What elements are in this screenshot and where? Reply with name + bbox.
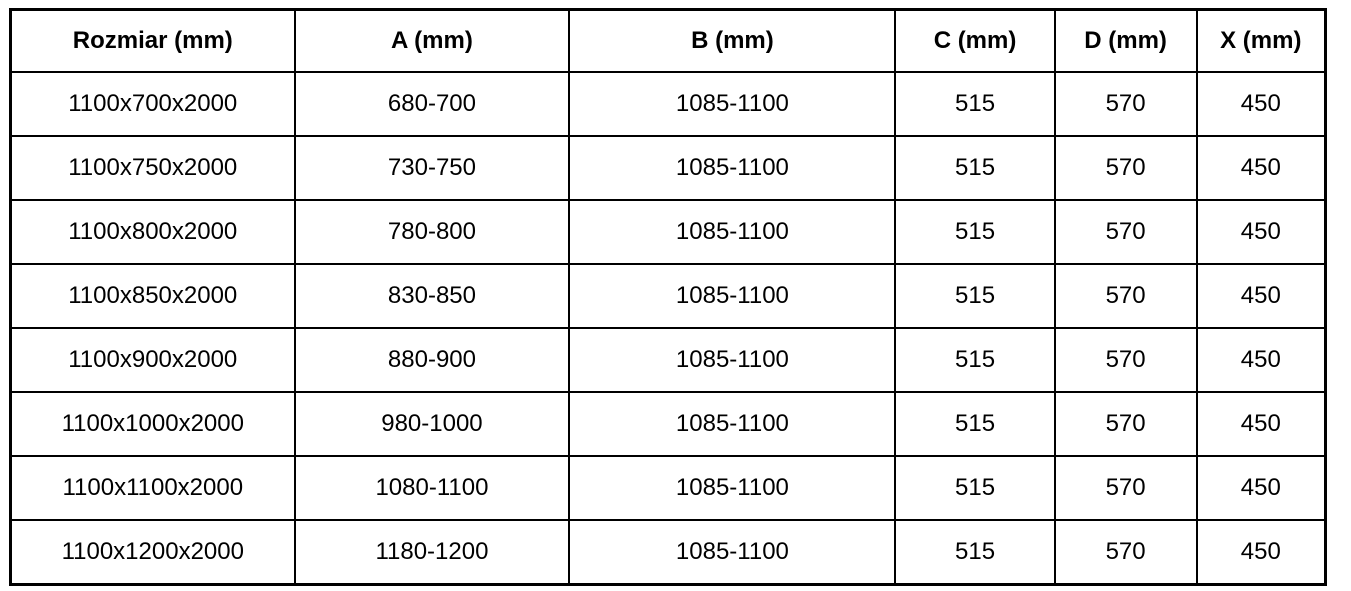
table-cell-d: 570 bbox=[1053, 391, 1198, 457]
table-cell-rozmiar: 1100x700x2000 bbox=[9, 71, 296, 137]
column-header-rozmiar: Rozmiar (mm) bbox=[9, 8, 296, 73]
table-cell-c: 515 bbox=[894, 71, 1056, 137]
table-row: 1100x1100x2000 1080-1100 1085-1100 515 570 45… bbox=[9, 455, 1327, 521]
table-cell-x: 450 bbox=[1195, 519, 1327, 586]
table-cell-a: 680-700 bbox=[293, 71, 571, 137]
table-cell-rozmiar: 1100x1100x2000 bbox=[9, 455, 296, 521]
table-cell-c: 515 bbox=[894, 199, 1056, 265]
table-cell-c: 515 bbox=[894, 327, 1056, 393]
table-cell-b: 1085-1100 bbox=[568, 327, 897, 393]
table-cell-c: 515 bbox=[894, 455, 1056, 521]
table-cell-a: 830-850 bbox=[293, 263, 571, 329]
table-cell-d: 570 bbox=[1053, 327, 1198, 393]
table-cell-c: 515 bbox=[894, 519, 1056, 586]
table-row: 1100x850x2000 830-850 1085-1100 515 570 450 bbox=[9, 263, 1327, 329]
table-cell-a: 780-800 bbox=[293, 199, 571, 265]
table-header: Rozmiar (mm) A (mm) B (mm) C (mm) D (mm) X (m… bbox=[9, 8, 1327, 73]
table-cell-b: 1085-1100 bbox=[568, 71, 897, 137]
table-cell-rozmiar: 1100x750x2000 bbox=[9, 135, 296, 201]
table-cell-rozmiar: 1100x850x2000 bbox=[9, 263, 296, 329]
table-cell-x: 450 bbox=[1195, 71, 1327, 137]
table-row: 1100x700x2000 680-700 1085-1100 515 570 450 bbox=[9, 71, 1327, 137]
table-cell-b: 1085-1100 bbox=[568, 199, 897, 265]
table-cell-b: 1085-1100 bbox=[568, 455, 897, 521]
table-cell-c: 515 bbox=[894, 263, 1056, 329]
table-cell-b: 1085-1100 bbox=[568, 391, 897, 457]
table-cell-b: 1085-1100 bbox=[568, 263, 897, 329]
table-row: 1100x900x2000 880-900 1085-1100 515 570 450 bbox=[9, 327, 1327, 393]
table-cell-x: 450 bbox=[1195, 455, 1327, 521]
column-header-x: X (mm) bbox=[1195, 8, 1327, 73]
table-cell-b: 1085-1100 bbox=[568, 135, 897, 201]
table-cell-d: 570 bbox=[1053, 455, 1198, 521]
table-row: 1100x1000x2000 980-1000 1085-1100 515 570 450 bbox=[9, 391, 1327, 457]
table-cell-d: 570 bbox=[1053, 263, 1198, 329]
table-cell-d: 570 bbox=[1053, 519, 1198, 586]
table-cell-rozmiar: 1100x1000x2000 bbox=[9, 391, 296, 457]
size-specification-table: Rozmiar (mm) A (mm) B (mm) C (mm) D (mm) X (m… bbox=[9, 8, 1327, 586]
table-cell-a: 730-750 bbox=[293, 135, 571, 201]
column-header-d: D (mm) bbox=[1053, 8, 1198, 73]
table-cell-rozmiar: 1100x800x2000 bbox=[9, 199, 296, 265]
table-cell-x: 450 bbox=[1195, 263, 1327, 329]
table-row: 1100x750x2000 730-750 1085-1100 515 570 450 bbox=[9, 135, 1327, 201]
table-cell-x: 450 bbox=[1195, 391, 1327, 457]
table-cell-rozmiar: 1100x900x2000 bbox=[9, 327, 296, 393]
table-cell-a: 1180-1200 bbox=[293, 519, 571, 586]
column-header-c: C (mm) bbox=[894, 8, 1056, 73]
table-cell-x: 450 bbox=[1195, 327, 1327, 393]
table-cell-x: 450 bbox=[1195, 199, 1327, 265]
table-body: 1100x700x2000 680-700 1085-1100 515 570 450 11… bbox=[9, 71, 1327, 586]
table-cell-d: 570 bbox=[1053, 199, 1198, 265]
header-row: Rozmiar (mm) A (mm) B (mm) C (mm) D (mm) X (m… bbox=[9, 8, 1327, 73]
table-cell-c: 515 bbox=[894, 135, 1056, 201]
table-cell-d: 570 bbox=[1053, 71, 1198, 137]
column-header-a: A (mm) bbox=[293, 8, 571, 73]
table-cell-a: 1080-1100 bbox=[293, 455, 571, 521]
table-row: 1100x800x2000 780-800 1085-1100 515 570 450 bbox=[9, 199, 1327, 265]
table-cell-rozmiar: 1100x1200x2000 bbox=[9, 519, 296, 586]
table-cell-a: 880-900 bbox=[293, 327, 571, 393]
table-row: 1100x1200x2000 1180-1200 1085-1100 515 570 45… bbox=[9, 519, 1327, 586]
table-cell-x: 450 bbox=[1195, 135, 1327, 201]
table-cell-c: 515 bbox=[894, 391, 1056, 457]
table-cell-d: 570 bbox=[1053, 135, 1198, 201]
table-cell-b: 1085-1100 bbox=[568, 519, 897, 586]
table-cell-a: 980-1000 bbox=[293, 391, 571, 457]
column-header-b: B (mm) bbox=[568, 8, 897, 73]
